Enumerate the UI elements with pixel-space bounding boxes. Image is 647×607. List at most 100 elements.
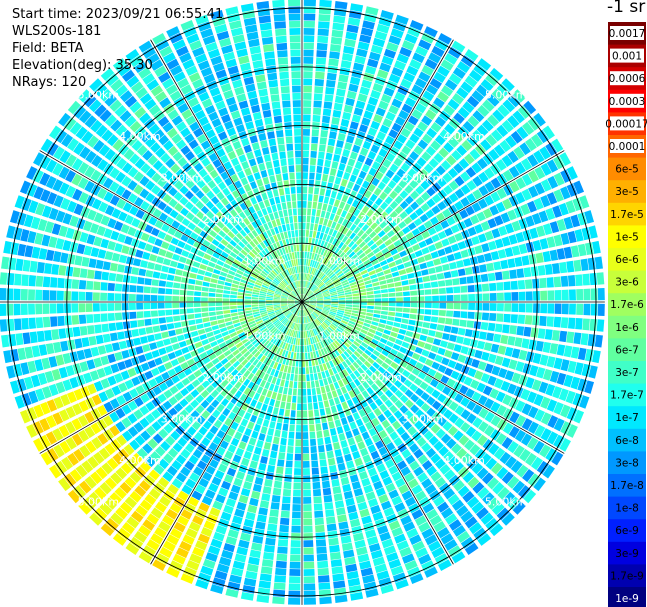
ppi-cell [456, 144, 468, 156]
ppi-cell [403, 72, 416, 83]
ppi-cell [251, 366, 259, 375]
ppi-cell [193, 355, 202, 363]
ppi-cell [330, 559, 343, 568]
ppi-cell [324, 258, 330, 266]
ppi-cell [45, 343, 55, 355]
ppi-cell [438, 559, 452, 571]
ppi-cell [318, 151, 325, 159]
ppi-cell [338, 345, 346, 353]
ppi-cell [310, 313, 316, 320]
ppi-cell [121, 430, 133, 442]
ppi-cell [302, 360, 305, 367]
ppi-cell [293, 489, 301, 497]
ppi-cell [89, 512, 103, 526]
ppi-cell [295, 446, 302, 454]
ppi-cell [309, 298, 317, 301]
ppi-cell [168, 329, 176, 337]
ppi-cell [396, 53, 410, 64]
ppi-cell [311, 336, 316, 344]
ppi-cell [259, 295, 266, 298]
ppi-cell [358, 311, 367, 316]
ppi-cell [181, 249, 190, 258]
ppi-cell [306, 315, 310, 323]
ppi-cell [496, 466, 509, 480]
ppi-cell [88, 258, 97, 268]
ppi-cell [313, 287, 319, 293]
ppi-cell [540, 194, 551, 208]
ppi-cell [546, 431, 559, 445]
ppi-cell [396, 351, 405, 360]
ppi-cell [210, 256, 218, 264]
ppi-cell [303, 42, 314, 50]
ppi-cell [302, 280, 305, 288]
ppi-cell [121, 404, 132, 415]
ppi-cell [372, 317, 380, 323]
ppi-cell [502, 491, 516, 505]
ppi-cell [185, 65, 198, 77]
ppi-cell [348, 278, 356, 284]
ppi-cell [308, 293, 315, 298]
ppi-cell [78, 89, 92, 103]
ppi-cell [344, 408, 352, 417]
ppi-cell [293, 274, 297, 281]
ppi-cell [263, 373, 270, 381]
ppi-cell [97, 249, 107, 259]
ppi-cell [238, 220, 247, 229]
ppi-cell [95, 259, 104, 270]
ppi-cell [461, 139, 473, 152]
ppi-cell [203, 343, 212, 351]
ppi-cell [508, 195, 519, 207]
ppi-cell [476, 382, 486, 393]
ppi-cell [139, 405, 150, 416]
ppi-cell [281, 280, 288, 287]
ppi-cell [238, 355, 246, 363]
ppi-cell [448, 180, 459, 191]
ppi-cell [295, 439, 302, 447]
ppi-cell [315, 292, 322, 296]
ppi-cell [275, 378, 281, 386]
ppi-cell [270, 252, 277, 260]
ppi-cell [121, 303, 129, 311]
ppi-cell [259, 216, 267, 225]
ppi-cell [252, 408, 260, 417]
ppi-cell [240, 348, 248, 355]
ppi-cell [167, 447, 179, 459]
ppi-cell [302, 396, 307, 403]
ppi-cell [245, 83, 256, 93]
ppi-cell [91, 154, 103, 167]
ppi-cell [355, 494, 366, 504]
ppi-cell [304, 288, 308, 295]
ppi-cell [539, 146, 551, 160]
ppi-cell [283, 278, 289, 285]
ppi-cell [360, 567, 374, 577]
ppi-cell [297, 388, 302, 396]
ppi-cell [112, 139, 124, 151]
ppi-cell [107, 293, 115, 301]
ppi-cell [553, 401, 564, 415]
ppi-cell [216, 284, 224, 290]
ppi-cell [415, 185, 425, 195]
ppi-cell [248, 38, 260, 48]
ppi-cell [362, 140, 372, 150]
ppi-cell [456, 448, 468, 460]
ppi-cell [430, 316, 439, 323]
ppi-cell [218, 518, 230, 528]
ppi-cell [169, 260, 178, 268]
ppi-cell [401, 40, 415, 51]
ppi-cell [323, 307, 330, 311]
ppi-cell [391, 122, 402, 133]
ppi-cell [115, 507, 128, 520]
ppi-cell [83, 348, 93, 359]
ppi-cell [287, 299, 295, 302]
ppi-cell [509, 325, 517, 335]
ppi-cell [158, 458, 170, 470]
ppi-cell [369, 365, 377, 373]
ppi-cell [303, 85, 312, 93]
ppi-cell [272, 596, 285, 605]
ppi-cell [320, 348, 326, 356]
ppi-cell [72, 326, 81, 337]
ppi-cell [547, 175, 559, 189]
ppi-cell [202, 317, 210, 323]
ppi-cell [286, 253, 291, 261]
ppi-cell [582, 273, 590, 286]
